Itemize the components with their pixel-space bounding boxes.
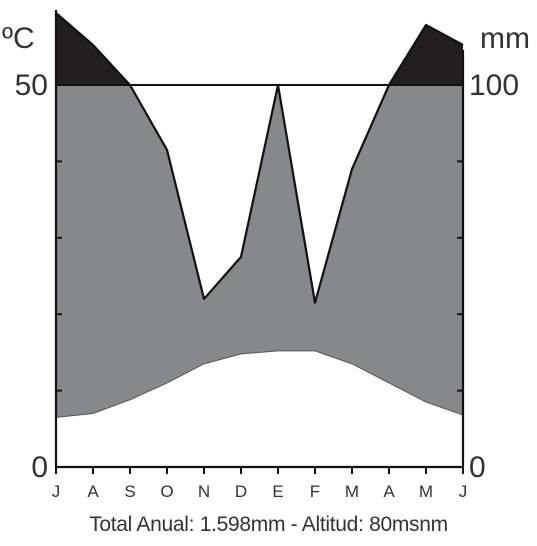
precipitation-line xyxy=(55,12,464,304)
month-label-4: N xyxy=(198,482,210,501)
precipitation-excess-area xyxy=(56,13,463,85)
month-label-2: S xyxy=(124,482,135,501)
right-axis-top-label: 100 xyxy=(469,69,519,102)
month-label-11: J xyxy=(459,482,468,501)
left-axis-top-label: 50 xyxy=(15,69,48,102)
right-axis-unit: mm xyxy=(480,22,530,55)
left-axis-zero-label: 0 xyxy=(31,451,48,484)
month-label-5: D xyxy=(235,482,247,501)
temperature-line xyxy=(55,350,464,418)
right-axis-zero-label: 0 xyxy=(469,451,486,484)
month-label-3: O xyxy=(160,482,173,501)
month-label-1: A xyxy=(87,482,99,501)
month-label-9: A xyxy=(383,482,395,501)
chart-caption: Total Anual: 1.598mm - Altitud: 80msnm xyxy=(89,513,448,536)
month-label-8: M xyxy=(345,482,359,501)
month-label-6: E xyxy=(272,482,283,501)
temperature-area xyxy=(56,350,463,467)
month-label-10: M xyxy=(419,482,433,501)
month-label-7: F xyxy=(310,482,320,501)
left-axis-unit: ºC xyxy=(2,22,35,55)
month-label-0: J xyxy=(52,482,61,501)
